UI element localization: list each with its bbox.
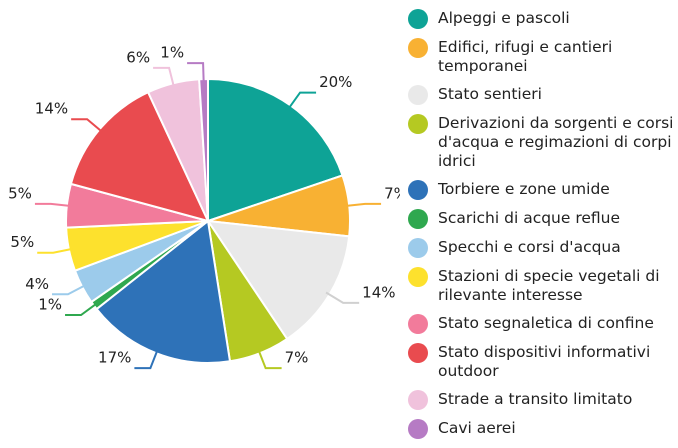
legend-label: Specchi e corsi d'acqua [438,238,621,256]
legend-swatch [408,38,428,58]
legend-item: Alpeggi e pascoli [408,9,676,29]
legend-label: Derivazioni da sorgenti e corsi d'acqua … [438,114,674,170]
legend-label: Cavi aerei [438,419,516,437]
data-label: 6% [126,48,150,66]
legend-item: Stazioni di specie vegetali di rilevante… [408,267,676,305]
data-label: 5% [8,184,32,202]
leader-line [345,202,382,208]
leader-line [153,66,175,88]
data-label: 7% [384,184,400,202]
leader-line [34,202,71,208]
data-label: 14% [362,283,395,301]
legend: Alpeggi e pascoli Edifici, rifugi e canti… [408,9,676,448]
leader-line [134,349,159,370]
legend-item: Cavi aerei [408,419,676,439]
legend-label: Torbiere e zone umide [438,180,610,198]
legend-swatch [408,85,428,105]
legend-label: Edifici, rifugi e cantieri temporanei [438,38,613,75]
legend-label: Stazioni di specie vegetali di rilevante… [438,267,660,304]
legend-swatch [408,390,428,410]
legend-item: Edifici, rifugi e cantieri temporanei [408,38,676,76]
data-label: 17% [98,349,131,367]
legend-item: Stato sentieri [408,85,676,105]
leader-line [52,284,87,296]
legend-item: Scarichi di acque reflue [408,209,676,229]
legend-item: Torbiere e zone umide [408,180,676,200]
legend-swatch [408,343,428,363]
legend-label: Stato dispositivi informativi outdoor [438,343,651,380]
legend-item: Specchi e corsi d'acqua [408,238,676,258]
legend-item: Derivazioni da sorgenti e corsi d'acqua … [408,114,676,171]
data-label: 1% [38,296,62,314]
page: {"chart_data": {"type": "pie", "categori… [8,9,674,439]
pie-chart: 20% 7% 14% 7% 17% 1% 4% 5% 5% 14% 6% 1% [8,44,400,370]
legend-item: Stato segnaletica di confine [408,314,676,334]
data-label: 4% [25,275,49,293]
legend-swatch [408,419,428,439]
data-label: 1% [160,44,184,62]
legend-label: Alpeggi e pascoli [438,9,570,27]
leader-line [187,62,205,84]
legend-label: Scarichi di acque reflue [438,209,621,227]
legend-swatch [408,209,428,229]
legend-swatch [408,267,428,287]
legend-swatch [408,9,428,29]
leader-line [287,91,317,110]
legend-swatch [408,114,428,134]
data-label: 7% [285,349,309,367]
legend-swatch [408,180,428,200]
legend-swatch [408,314,428,334]
data-label: 20% [319,73,352,91]
legend-item: Strade a transito limitato [408,390,676,410]
legend-label: Stato segnaletica di confine [438,314,654,332]
leader-line [71,118,104,133]
legend-item: Stato dispositivi informativi outdoor [408,343,676,381]
data-label: 14% [35,100,68,118]
legend-label: Stato sentieri [438,85,542,103]
leader-line [37,247,74,254]
legend-swatch [408,238,428,258]
leader-line [257,349,282,370]
data-label: 5% [10,233,34,251]
leader-line [325,291,360,304]
leader-line [65,302,98,317]
legend-label: Strade a transito limitato [438,390,633,408]
